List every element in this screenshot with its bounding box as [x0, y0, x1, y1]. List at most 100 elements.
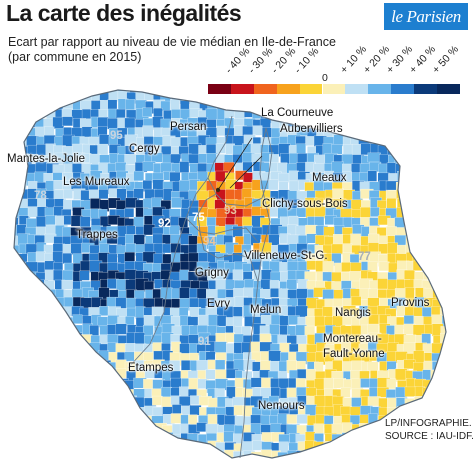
commune-cell — [99, 415, 110, 429]
commune-cell — [268, 350, 281, 362]
commune-cell — [297, 90, 309, 104]
commune-cell — [295, 305, 308, 318]
commune-cell — [18, 306, 29, 320]
commune-cell — [116, 395, 130, 409]
commune-cell — [225, 179, 237, 191]
commune-cell — [62, 361, 73, 372]
commune-cell — [25, 389, 39, 402]
commune-cell — [88, 352, 100, 364]
commune-cell — [449, 398, 462, 410]
commune-cell — [98, 189, 109, 200]
commune-cell — [19, 125, 30, 136]
commune-cell — [367, 452, 381, 458]
commune-cell — [152, 90, 163, 95]
commune-cell — [450, 173, 460, 186]
commune-cell — [331, 144, 343, 155]
commune-cell — [79, 270, 90, 281]
legend-label: 0 — [322, 72, 328, 84]
color-legend: - 40 % - 30 % - 20 % - 10 % 0 + 10 % + 2… — [208, 43, 461, 94]
commune-cell — [134, 332, 145, 345]
commune-cell — [152, 179, 164, 191]
commune-cell — [467, 118, 474, 128]
commune-cell — [378, 441, 390, 453]
commune-cell — [367, 361, 379, 371]
commune-cell — [208, 82, 219, 90]
commune-cell — [449, 243, 460, 252]
commune-cell — [53, 406, 66, 420]
commune-cell — [405, 441, 418, 454]
commune-cell — [387, 128, 398, 139]
commune-cell — [449, 441, 459, 454]
commune-cell — [44, 405, 58, 415]
commune-cell — [458, 335, 469, 346]
commune-cell — [441, 450, 446, 458]
subtitle-line-1: Ecart par rapport au niveau de vie média… — [8, 35, 336, 49]
commune-cell — [467, 100, 474, 110]
commune-cell — [71, 459, 82, 466]
commune-cell — [44, 388, 57, 401]
commune-cell — [27, 288, 38, 299]
commune-cell — [459, 459, 470, 466]
commune-cell — [449, 460, 462, 466]
commune-cell — [440, 461, 452, 466]
commune-cell — [252, 125, 263, 136]
commune-cell — [61, 116, 73, 127]
commune-cell — [154, 460, 165, 466]
commune-cell — [341, 262, 352, 272]
commune-cell — [53, 432, 66, 445]
commune-cell — [14, 125, 21, 138]
legend-label: - 30 % — [246, 45, 276, 76]
commune-cell — [206, 450, 218, 458]
commune-cell — [423, 263, 434, 274]
commune-cell — [205, 369, 216, 380]
commune-cell — [27, 370, 39, 382]
commune-cell — [18, 352, 29, 364]
commune-cell — [97, 143, 109, 156]
commune-cell — [145, 424, 157, 434]
commune-cell — [460, 162, 472, 173]
commune-cell — [451, 343, 462, 352]
city-label-grigny: Grigny — [195, 267, 229, 279]
commune-cell — [451, 190, 461, 201]
commune-cell — [432, 198, 444, 211]
legend-swatch — [230, 84, 254, 94]
commune-cell — [405, 451, 419, 458]
commune-cell — [89, 422, 101, 435]
commune-cell — [208, 91, 222, 103]
commune-cell — [36, 396, 47, 408]
commune-cell — [469, 263, 474, 272]
commune-cell — [115, 108, 126, 119]
commune-cell — [467, 387, 474, 396]
commune-cell — [340, 387, 351, 398]
commune-cell — [422, 98, 434, 110]
commune-cell — [378, 163, 389, 174]
commune-cell — [97, 371, 111, 383]
commune-cell — [54, 333, 64, 345]
commune-cell — [170, 413, 183, 424]
commune-cell — [431, 397, 441, 410]
commune-cell — [43, 325, 55, 337]
commune-cell — [467, 243, 474, 254]
commune-cell — [469, 145, 474, 157]
commune-cell — [394, 100, 408, 110]
commune-cell — [421, 180, 433, 193]
commune-cell — [405, 226, 418, 237]
commune-cell — [97, 126, 108, 136]
commune-cell — [322, 289, 336, 301]
commune-cell — [14, 270, 20, 282]
commune-cell — [412, 100, 424, 113]
commune-cell — [360, 101, 371, 115]
commune-cell — [14, 387, 23, 400]
commune-cell — [73, 451, 84, 458]
commune-cell — [315, 406, 326, 416]
commune-cell — [242, 100, 254, 112]
commune-cell — [109, 440, 121, 454]
commune-cell — [88, 360, 99, 372]
commune-cell — [196, 422, 208, 432]
commune-cell — [196, 443, 208, 455]
commune-cell — [36, 92, 49, 103]
commune-cell — [180, 90, 190, 92]
commune-cell — [198, 314, 210, 326]
commune-cell — [71, 397, 84, 410]
commune-cell — [413, 197, 426, 210]
